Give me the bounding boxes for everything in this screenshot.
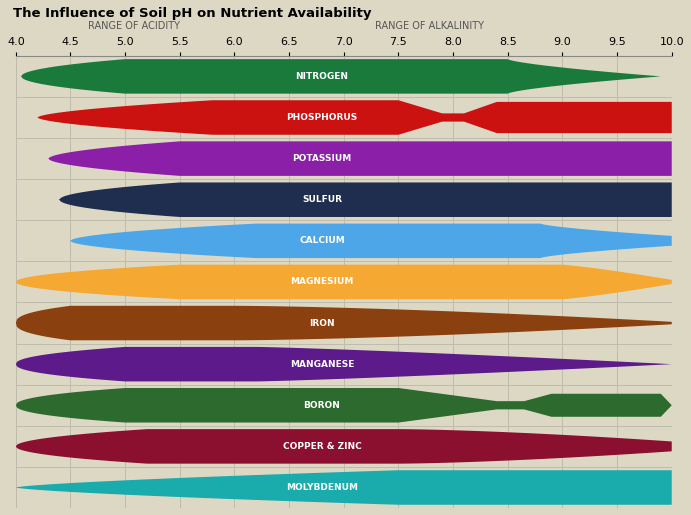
Text: IRON: IRON	[309, 319, 334, 328]
Text: RANGE OF ACIDITY: RANGE OF ACIDITY	[88, 21, 180, 31]
Polygon shape	[16, 141, 672, 176]
Polygon shape	[16, 388, 672, 422]
Polygon shape	[16, 59, 672, 94]
Text: SULFUR: SULFUR	[302, 195, 342, 204]
Text: CALCIUM: CALCIUM	[299, 236, 345, 245]
Text: POTASSIUM: POTASSIUM	[292, 154, 352, 163]
Text: MANGANESE: MANGANESE	[290, 359, 354, 369]
Polygon shape	[16, 429, 672, 464]
Polygon shape	[16, 100, 672, 135]
Polygon shape	[16, 224, 672, 258]
Text: PHOSPHORUS: PHOSPHORUS	[286, 113, 357, 122]
Polygon shape	[16, 182, 672, 217]
Text: NITROGEN: NITROGEN	[296, 72, 348, 81]
Text: MOLYBDENUM: MOLYBDENUM	[286, 483, 358, 492]
Text: The Influence of Soil pH on Nutrient Availability: The Influence of Soil pH on Nutrient Ava…	[12, 7, 371, 20]
Text: COPPER & ZINC: COPPER & ZINC	[283, 442, 361, 451]
Polygon shape	[16, 470, 672, 505]
Text: BORON: BORON	[303, 401, 341, 410]
Text: MAGNESIUM: MAGNESIUM	[290, 278, 354, 286]
Polygon shape	[16, 265, 672, 299]
Polygon shape	[16, 306, 672, 340]
Text: RANGE OF ALKALINITY: RANGE OF ALKALINITY	[375, 21, 484, 31]
Polygon shape	[16, 347, 672, 382]
